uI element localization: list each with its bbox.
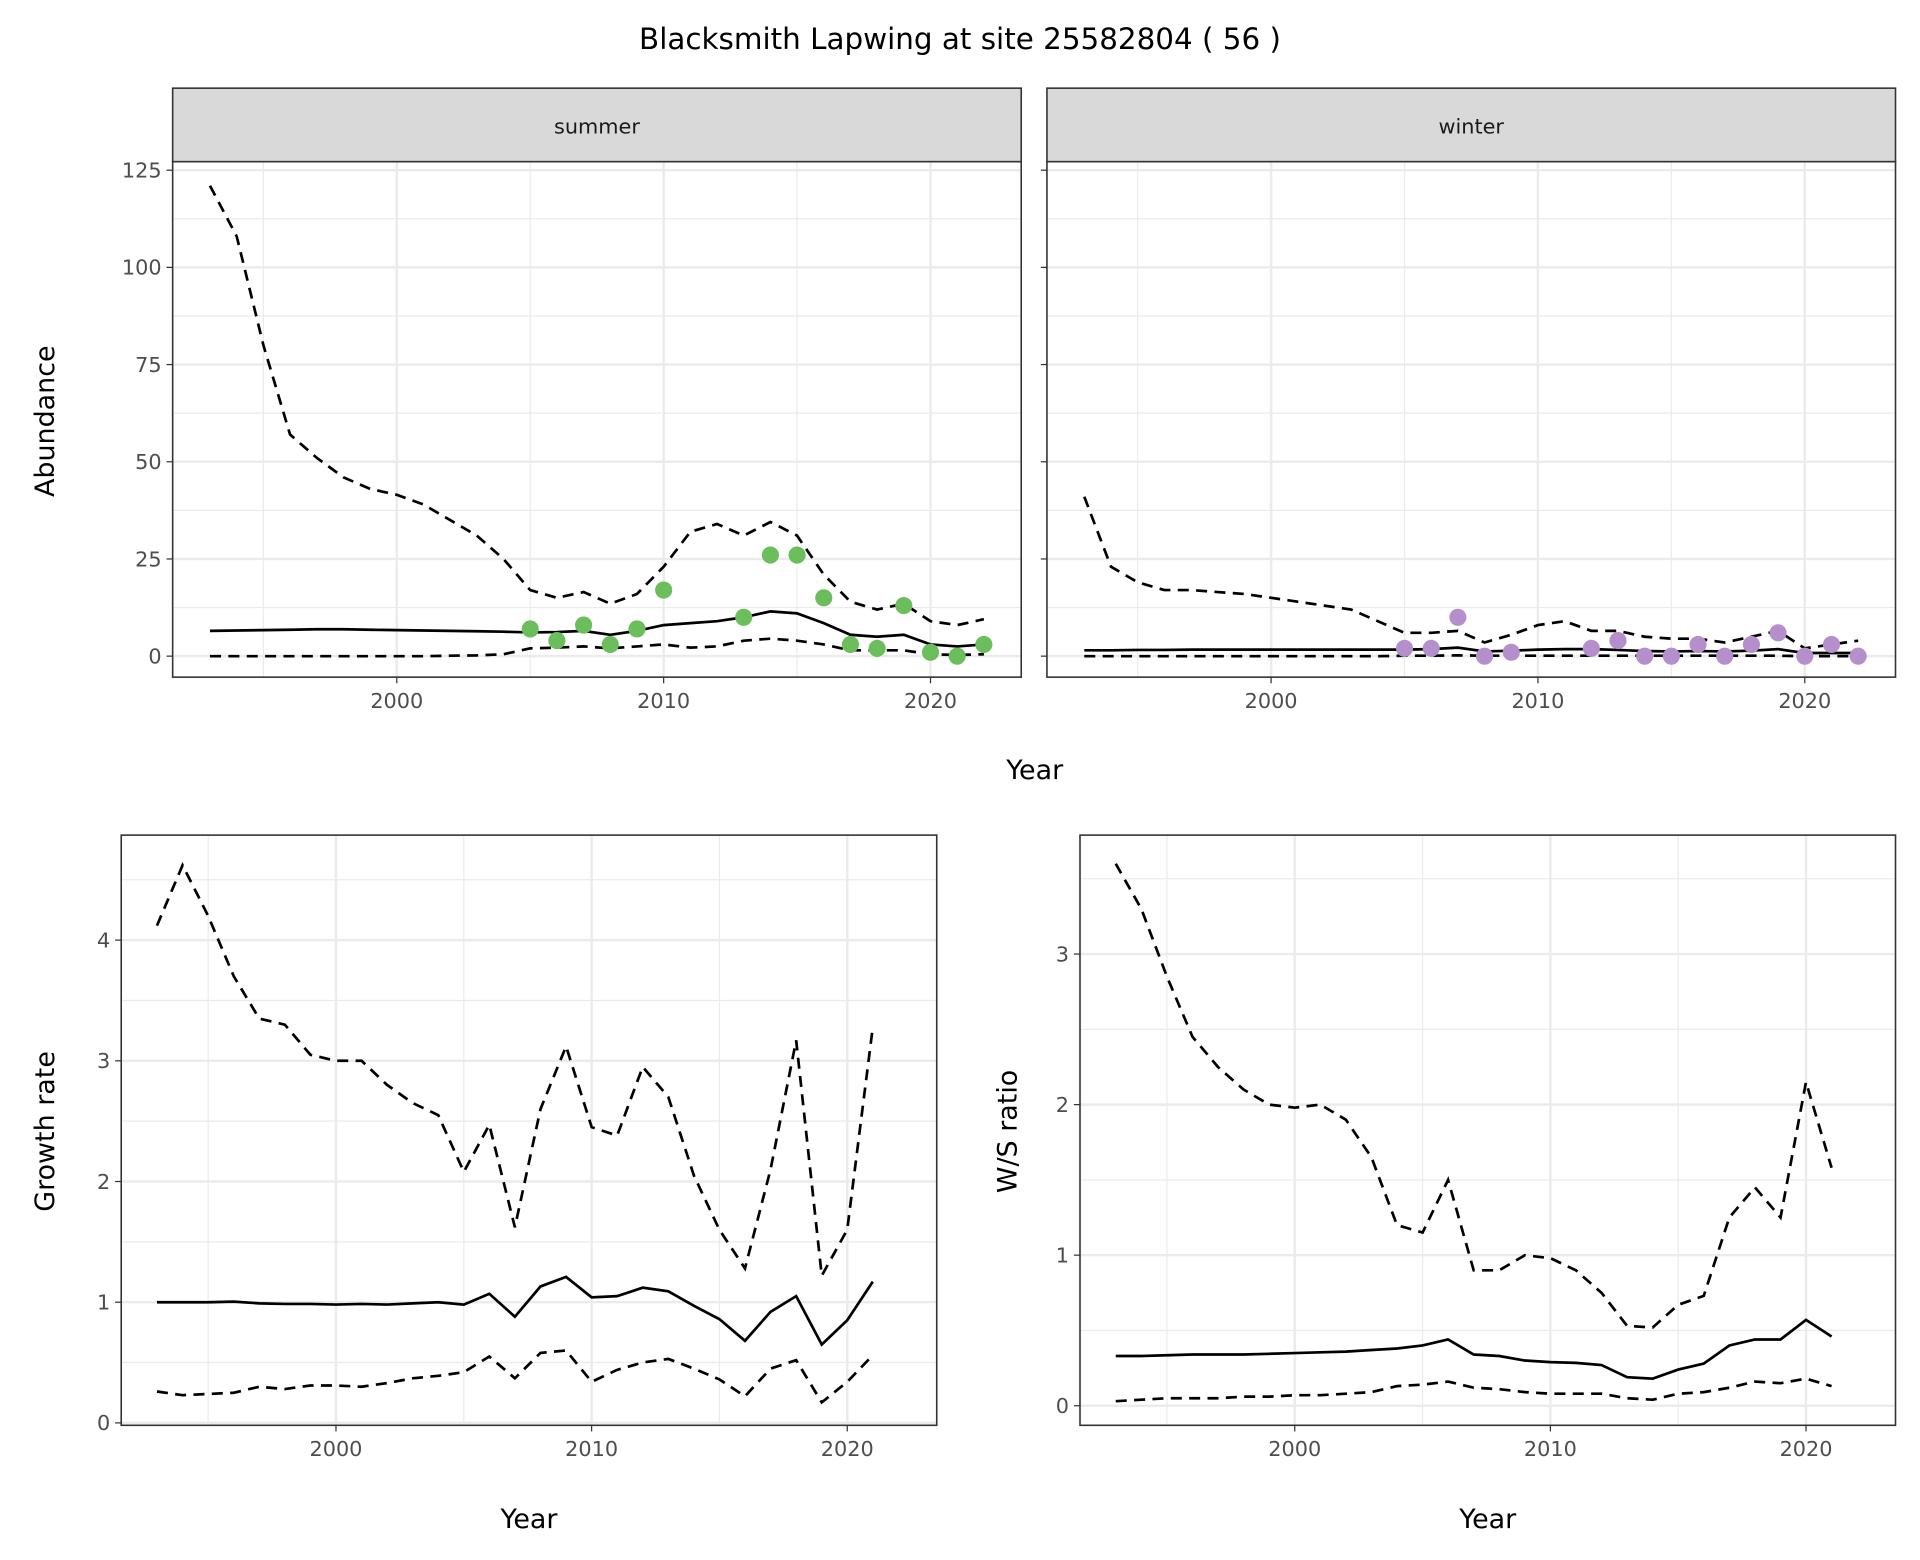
mean-line <box>156 1275 874 1347</box>
y-tick-label: 75 <box>135 353 161 377</box>
data-point <box>1422 639 1440 657</box>
data-point <box>1689 635 1707 654</box>
growth-y-axis-label: Growth rate <box>30 1051 61 1212</box>
top-x-axis-label: Year <box>1005 755 1064 786</box>
data-point <box>921 643 940 661</box>
x-tick-label: 2010 <box>565 1437 618 1461</box>
y-tick-label: 50 <box>135 450 161 474</box>
y-tick-label: 3 <box>97 1049 110 1073</box>
panel-summer: 0 25 50 75 100 125 2000 2010 2020 summer <box>122 87 1023 713</box>
x-tick-label: 2020 <box>904 689 957 713</box>
data-point <box>761 546 779 564</box>
data-point <box>521 620 539 638</box>
data-point <box>1582 639 1600 657</box>
x-tick-label: 2020 <box>821 1437 874 1461</box>
y-tick-label: 1 <box>97 1291 110 1315</box>
x-tick-label: 2010 <box>637 689 690 713</box>
ratio-y-axis-label: W/S ratio <box>992 1070 1023 1193</box>
y-tick-label: 25 <box>135 547 161 571</box>
y-tick-label: 1 <box>1056 1244 1069 1268</box>
y-tick-label: 125 <box>122 159 162 183</box>
plot-background <box>1080 835 1896 1426</box>
x-tick-label: 2010 <box>1511 689 1564 713</box>
x-tick-label: 2000 <box>309 1437 362 1461</box>
data-point <box>895 597 913 615</box>
y-tick-label: 4 <box>97 928 110 952</box>
facet-strip-label: summer <box>554 114 640 138</box>
lower-bound-line <box>1115 1377 1832 1403</box>
panel-ratio: 0 1 2 3 2000 2010 2020 <box>1056 834 1897 1461</box>
data-point <box>1449 608 1467 626</box>
growth-x-axis-label: Year <box>499 1504 558 1535</box>
data-point <box>1395 639 1414 657</box>
data-point <box>1475 647 1494 665</box>
data-point <box>841 635 860 654</box>
upper-bound-line <box>155 862 875 1281</box>
y-tick-label: 0 <box>148 644 161 668</box>
x-tick-label: 2020 <box>1778 689 1831 713</box>
panel-border <box>1079 834 1897 1427</box>
data-point <box>655 581 673 599</box>
data-point <box>975 635 993 654</box>
plot-background <box>121 835 937 1426</box>
data-point <box>815 589 833 607</box>
ratio-x-axis-label: Year <box>1458 1504 1517 1535</box>
y-tick-label: 100 <box>122 256 162 280</box>
data-point <box>735 608 753 626</box>
y-tick-label: 2 <box>1056 1093 1069 1117</box>
facet-strip-label: winter <box>1438 114 1504 138</box>
top-y-axis-label: Abundance <box>30 345 61 497</box>
data-point <box>788 546 806 564</box>
mean-line <box>1115 1318 1833 1381</box>
data-point <box>628 620 646 638</box>
data-point <box>1609 632 1627 650</box>
data-point <box>1636 647 1654 665</box>
data-point <box>948 647 966 665</box>
data-point <box>1769 624 1787 642</box>
data-point <box>575 616 593 634</box>
panel-winter: 2000 2010 2020 winter <box>1040 87 1897 713</box>
y-tick-label: 3 <box>1056 942 1069 966</box>
data-point <box>1662 647 1680 665</box>
panel-growth: 0 1 2 3 4 2000 2010 2020 <box>97 834 938 1461</box>
x-tick-label: 2000 <box>1268 1437 1321 1461</box>
lower-bound-line <box>156 1349 874 1405</box>
data-point <box>868 639 886 657</box>
data-point <box>1796 647 1814 665</box>
upper-bound-line <box>1114 863 1833 1329</box>
plot-background <box>1046 161 1896 678</box>
data-point <box>1849 647 1867 665</box>
facet-strip <box>1046 87 1897 163</box>
facet-strip <box>171 87 1023 163</box>
upper-bound-line <box>208 185 985 627</box>
x-tick-label: 2020 <box>1780 1437 1833 1461</box>
y-tick-label: 2 <box>97 1170 110 1194</box>
plot-background <box>172 161 1022 678</box>
data-point <box>1716 647 1734 665</box>
data-point <box>1502 643 1520 661</box>
data-point <box>548 632 566 650</box>
x-tick-label: 2010 <box>1524 1437 1577 1461</box>
y-tick-label: 0 <box>1056 1394 1069 1418</box>
upper-bound-line <box>1083 496 1859 650</box>
data-point <box>1742 635 1760 654</box>
data-point <box>601 635 619 654</box>
y-tick-label: 0 <box>97 1411 110 1435</box>
mean-line <box>209 610 984 648</box>
data-point <box>1822 635 1841 654</box>
x-tick-label: 2000 <box>370 689 423 713</box>
chart-title: Blacksmith Lapwing at site 25582804 ( 56… <box>639 22 1281 56</box>
panel-border <box>120 834 938 1427</box>
x-tick-label: 2000 <box>1245 689 1298 713</box>
